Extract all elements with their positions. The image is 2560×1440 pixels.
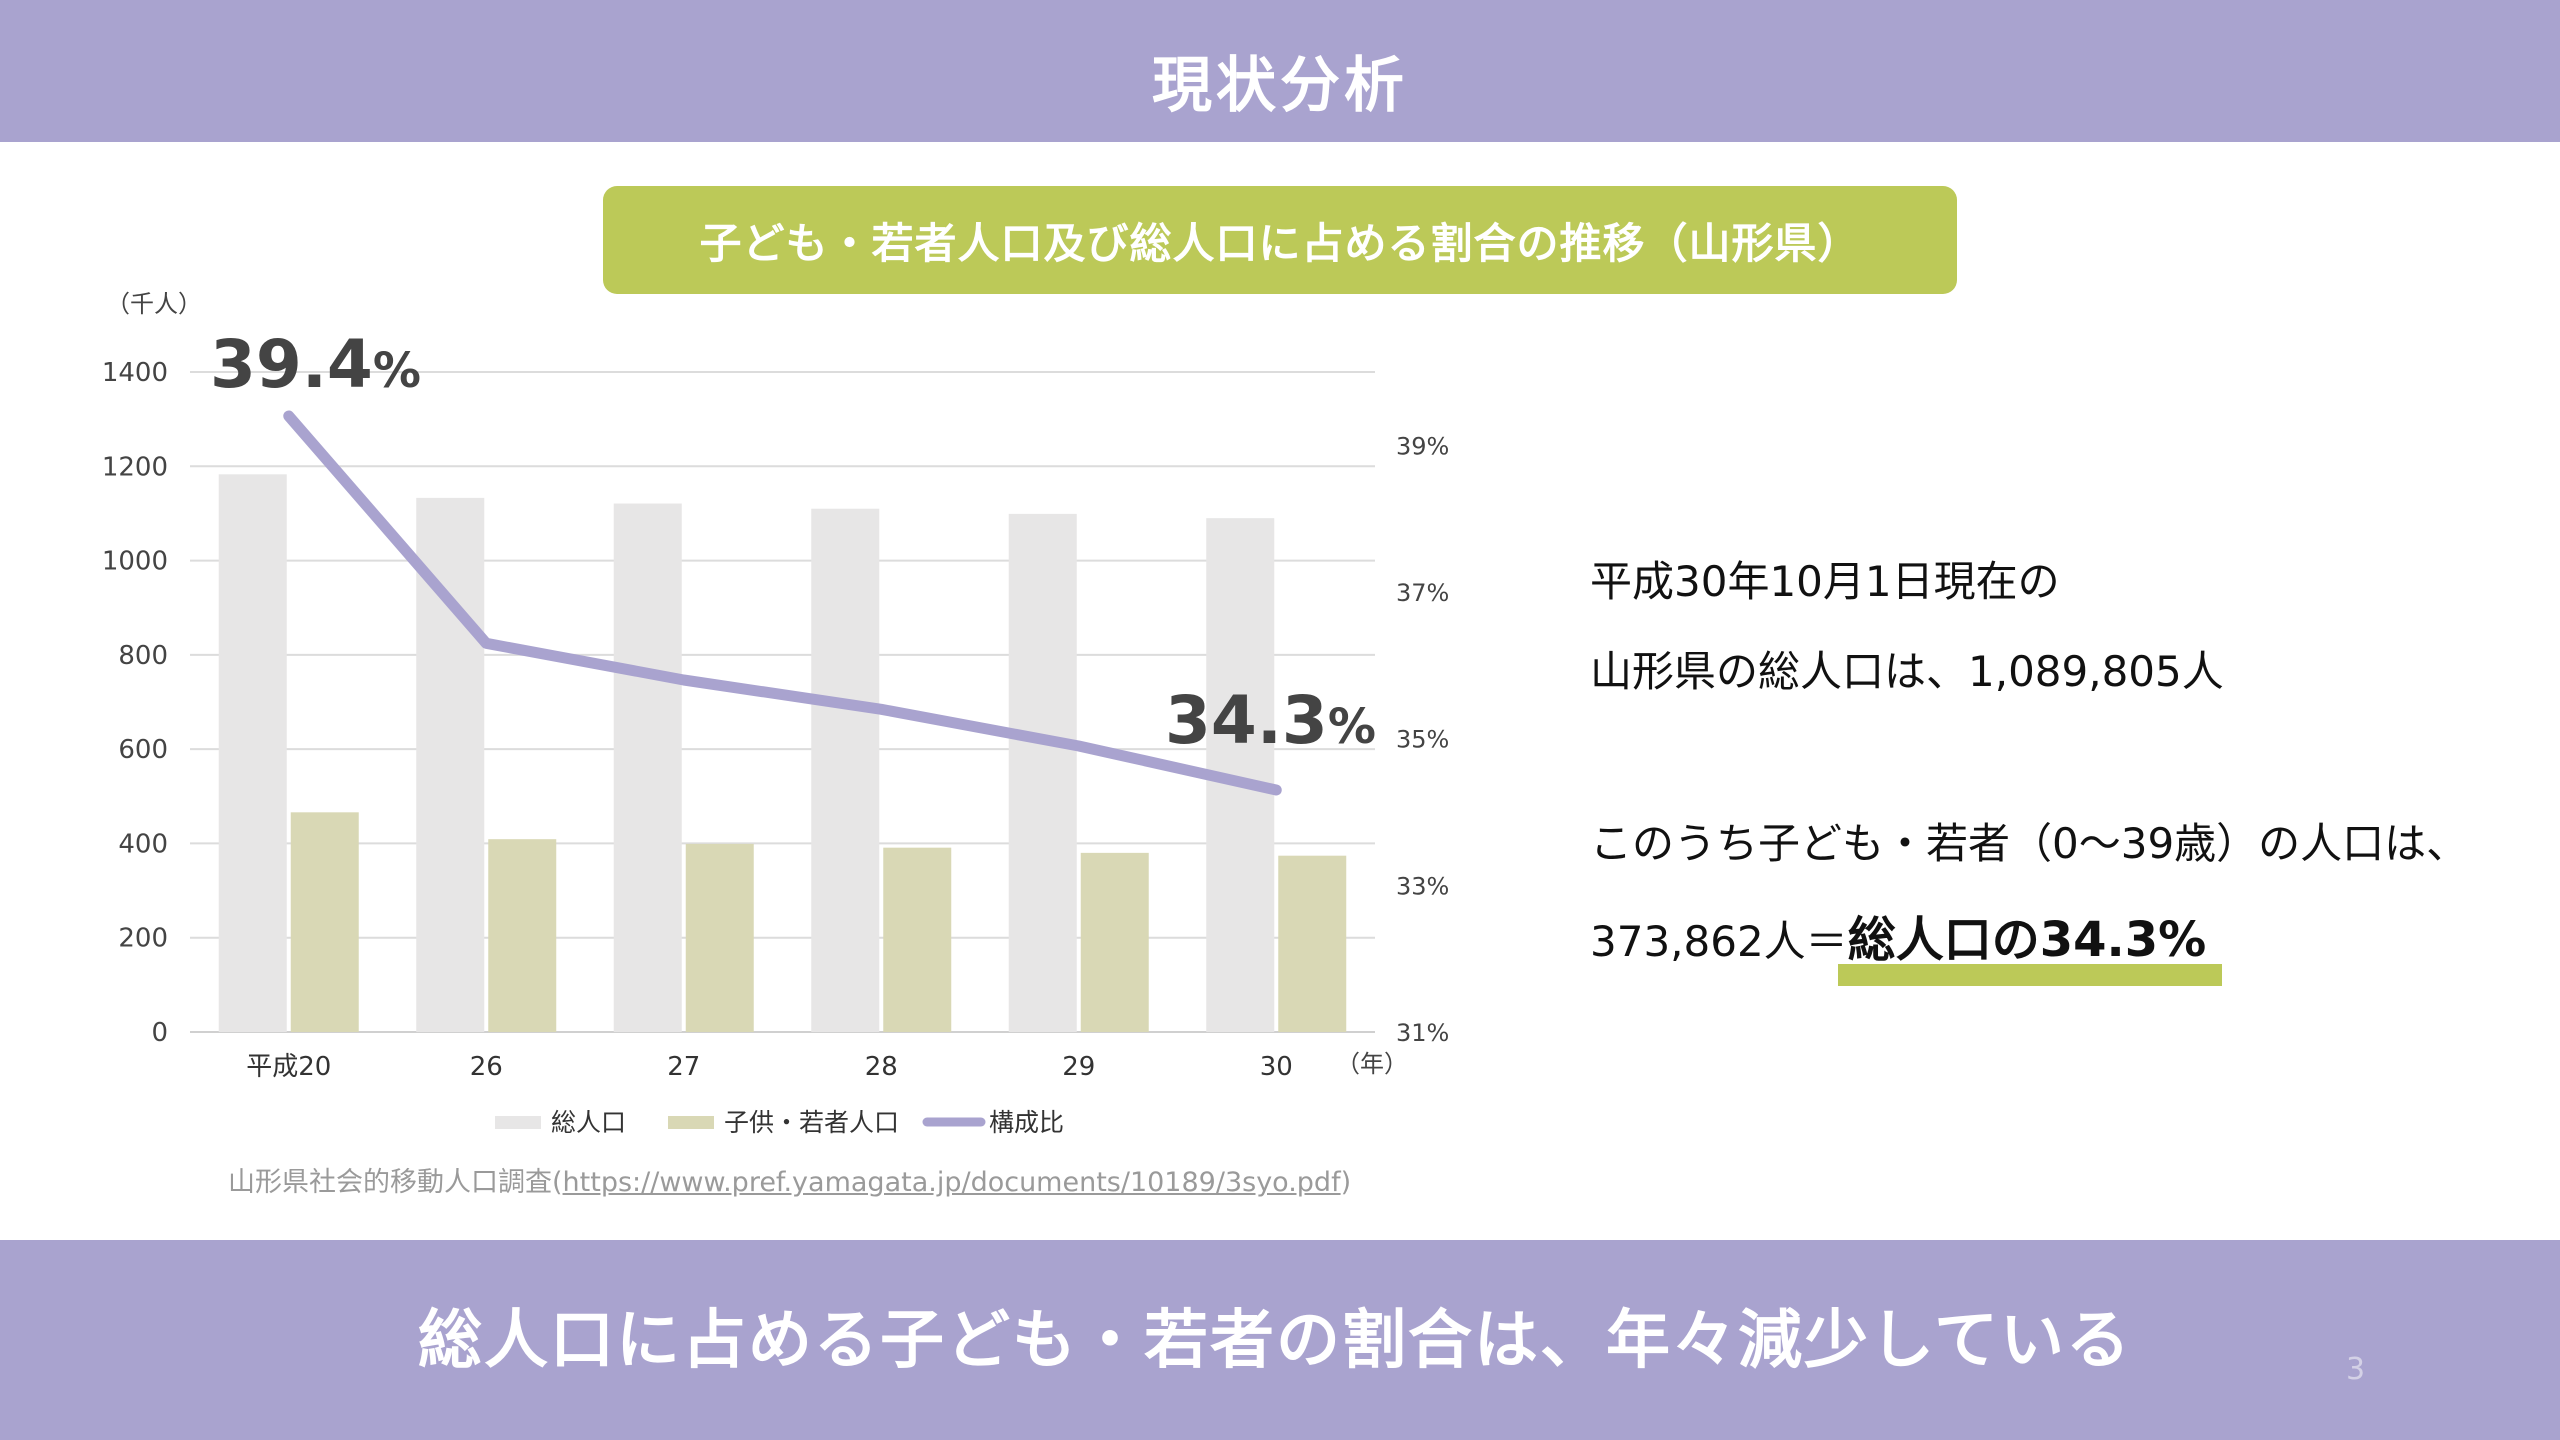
ratio-point	[287, 415, 290, 417]
x-tick-label: 29	[1062, 1052, 1095, 1082]
y2-tick-label: 33%	[1396, 872, 1449, 900]
x-tick-label: 平成20	[246, 1052, 331, 1082]
chart-title: 子ども・若者人口及び総人口に占める割合の推移（山形県）	[699, 218, 1861, 268]
y2-tick-label: 37%	[1396, 579, 1449, 607]
ratio-label-first: 39.4%	[210, 326, 421, 403]
x-tick-label: 26	[470, 1052, 503, 1082]
bar	[613, 503, 682, 1032]
y-tick-label: 0	[151, 1018, 168, 1048]
page-title: 現状分析	[1152, 50, 1408, 121]
footer-message: 総人口に占める子ども・若者の割合は、年々減少している	[417, 1304, 2133, 1378]
ratio-point	[682, 679, 685, 681]
info-line-4-prefix: 373,862人＝	[1590, 917, 1848, 966]
ratio-point	[880, 708, 883, 711]
y-tick-label: 1200	[102, 452, 168, 482]
ratio-label-first-unit: %	[373, 343, 421, 399]
ratio-label-last-value: 34.3	[1165, 682, 1328, 759]
legend-swatch	[668, 1116, 714, 1129]
y-tick-label: 600	[118, 735, 168, 765]
y-axis-unit: （千人）	[106, 290, 202, 318]
y2-tick-label: 39%	[1396, 432, 1449, 460]
x-tick-label: 28	[865, 1052, 898, 1082]
source-prefix: 山形県社会的移動人口調査(	[228, 1167, 563, 1198]
bar	[883, 847, 952, 1032]
bar	[811, 508, 880, 1032]
bar	[218, 474, 287, 1032]
bar	[685, 843, 754, 1032]
source-suffix: )	[1340, 1167, 1352, 1198]
legend-label: 構成比	[989, 1108, 1064, 1137]
legend-label: 子供・若者人口	[724, 1108, 899, 1137]
population-chart: 0 200 400 600 800 1000 1200 1400 31% 33% 35% 37% 39%…	[102, 290, 1450, 1137]
footer-band: 総人口に占める子ども・若者の割合は、年々減少している	[0, 1240, 2560, 1440]
ratio-point	[1275, 789, 1278, 791]
ratio-label-last-unit: %	[1328, 699, 1376, 755]
info-line-3: このうち子ども・若者（0～39歳）の人口は、	[1590, 819, 2469, 868]
page-number: 3	[2346, 1352, 2366, 1387]
bar	[1080, 852, 1149, 1032]
y-tick-label: 800	[118, 641, 168, 671]
info-line-1: 平成30年10月1日現在の	[1590, 557, 2060, 606]
bars	[218, 474, 1347, 1032]
info-highlight: 総人口の34.3%	[1837, 900, 2222, 986]
source-note: 山形県社会的移動人口調査(https://www.pref.yamagata.j…	[228, 1160, 1351, 1199]
info-line-2: 山形県の総人口は、1,089,805人	[1590, 647, 2224, 696]
bar	[416, 497, 485, 1032]
chart-title-box: 子ども・若者人口及び総人口に占める割合の推移（山形県）	[603, 186, 1957, 294]
y-tick-label: 1000	[102, 547, 168, 577]
axes: 0 200 400 600 800 1000 1200 1400 31% 33% 35% 37% 39%…	[102, 290, 1450, 1082]
y2-tick-label: 35%	[1396, 726, 1449, 754]
ratio-line-path	[283, 410, 1282, 796]
y-tick-label: 200	[118, 924, 168, 954]
y2-tick-label: 31%	[1396, 1019, 1449, 1047]
header-band: 現状分析	[0, 0, 2560, 142]
bar	[1008, 513, 1077, 1032]
source-link[interactable]: https://www.pref.yamagata.jp/documents/1…	[562, 1167, 1341, 1198]
y-tick-label: 400	[118, 829, 168, 859]
bar	[1278, 855, 1347, 1032]
y-tick-label: 1400	[102, 358, 168, 388]
x-tick-label: 27	[667, 1052, 700, 1082]
info-line-4: 373,862人＝総人口の34.3%	[1590, 900, 2222, 986]
grid-lines	[190, 371, 1375, 1033]
x-tick-label: 30	[1260, 1052, 1293, 1082]
bar	[488, 839, 557, 1032]
annotations: 39.4%34.3%	[210, 326, 1376, 759]
ratio-label-last: 34.3%	[1165, 682, 1376, 759]
ratio-label-first-value: 39.4	[210, 326, 373, 403]
legend-swatch	[495, 1116, 541, 1129]
ratio-line	[283, 410, 1282, 796]
chart-legend: 総人口 子供・若者人口 構成比	[495, 1108, 1064, 1137]
ratio-point	[1077, 745, 1080, 747]
ratio-point	[485, 642, 488, 645]
legend-label: 総人口	[551, 1108, 626, 1137]
bar	[290, 812, 359, 1032]
x-axis-unit: （年）	[1336, 1050, 1408, 1078]
